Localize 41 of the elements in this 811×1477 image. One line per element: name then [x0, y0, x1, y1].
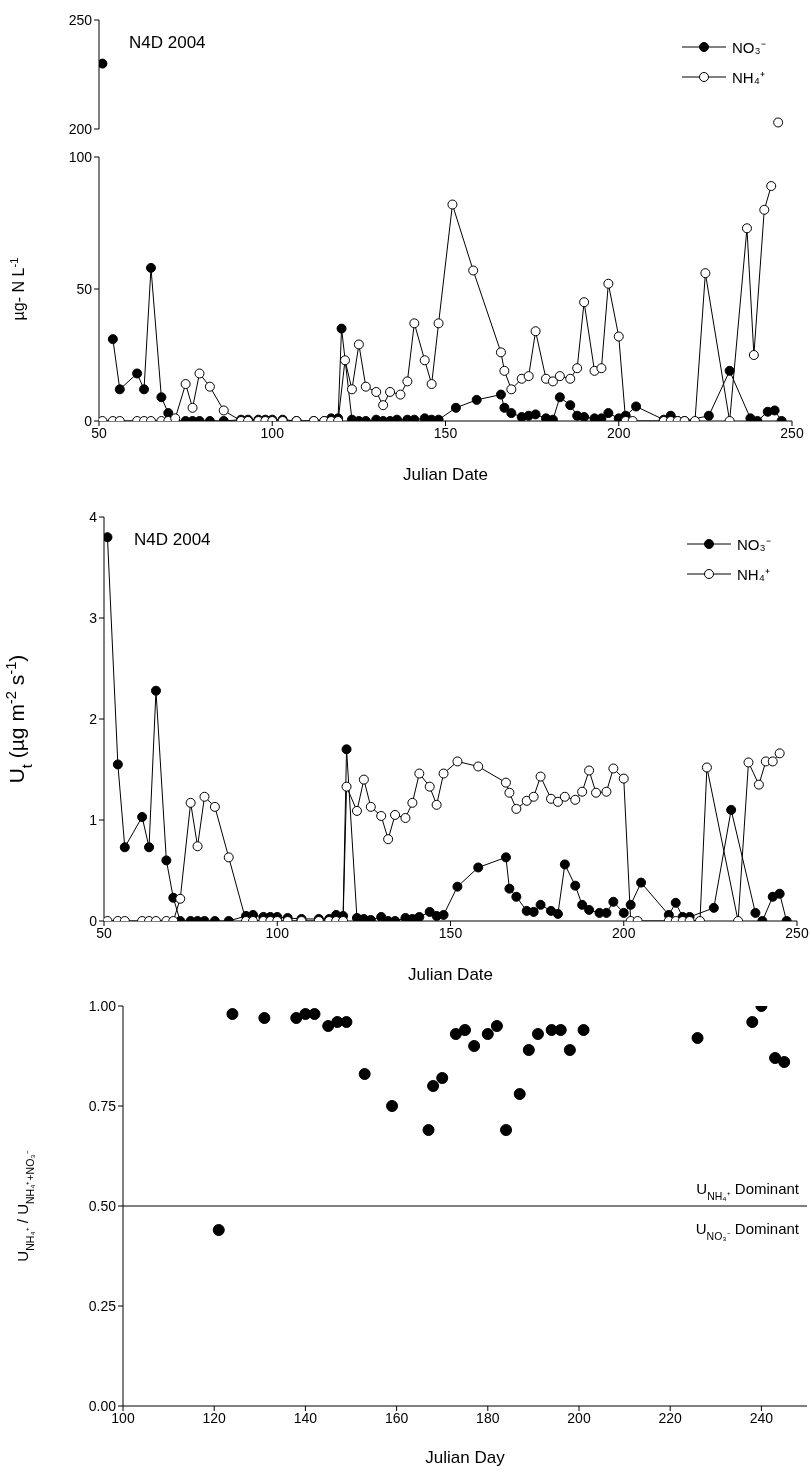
y-tick-label: 1 [89, 811, 98, 828]
x-tick-label: 100 [265, 924, 290, 941]
legend-label: NH₄⁺ [737, 565, 770, 584]
x-tick-label: 140 [293, 1409, 318, 1426]
y-tick-label: 1.00 [88, 997, 117, 1014]
y-tick-label: 0.75 [88, 1097, 117, 1114]
x-tick-label: 200 [612, 924, 636, 941]
annotation: U$_{NH₄⁺}$ Dominant [696, 1180, 800, 1202]
x-tick-label: 150 [433, 424, 458, 441]
x-tick-label: 250 [780, 424, 804, 441]
x-tick-label: 220 [658, 1409, 683, 1426]
x-tick-label: 250 [785, 924, 809, 941]
x-axis-title: Julian Date [402, 465, 489, 484]
y-tick-label: 3 [89, 609, 98, 626]
x-tick-label: 200 [567, 1409, 591, 1426]
x-tick-label: 180 [476, 1409, 500, 1426]
legend-label: NH₄⁺ [732, 68, 765, 87]
x-tick-label: 100 [260, 424, 285, 441]
y-tick-label: 250 [68, 11, 93, 28]
x-axis-title: Julian Date [407, 965, 494, 984]
y-tick-label: 50 [76, 280, 93, 297]
legend-label: NO₃⁻ [737, 535, 771, 554]
y-tick-label: 4 [89, 508, 98, 525]
y-tick-label: 0.50 [88, 1197, 117, 1214]
x-tick-label: 240 [749, 1409, 774, 1426]
x-tick-label: 150 [438, 924, 463, 941]
y-tick-label: 200 [68, 120, 93, 137]
x-axis-title: Julian Day [425, 1448, 506, 1467]
y-tick-label: 2 [89, 710, 98, 727]
y-tick-label: 0 [84, 412, 93, 429]
y-tick-label: 0.25 [88, 1297, 117, 1314]
x-tick-label: 120 [202, 1409, 227, 1426]
annotation: N4D 2004 [129, 33, 206, 52]
y-tick-label: 0.00 [88, 1397, 117, 1414]
annotation: U$_{NO₃⁻}$ Dominant [695, 1220, 800, 1242]
y-tick-label: 0 [89, 912, 98, 929]
annotation: N4D 2004 [134, 530, 211, 549]
x-tick-label: 160 [384, 1409, 409, 1426]
x-tick-label: 200 [607, 424, 631, 441]
y-tick-label: 100 [68, 148, 93, 165]
legend-label: NO₃⁻ [732, 38, 766, 57]
